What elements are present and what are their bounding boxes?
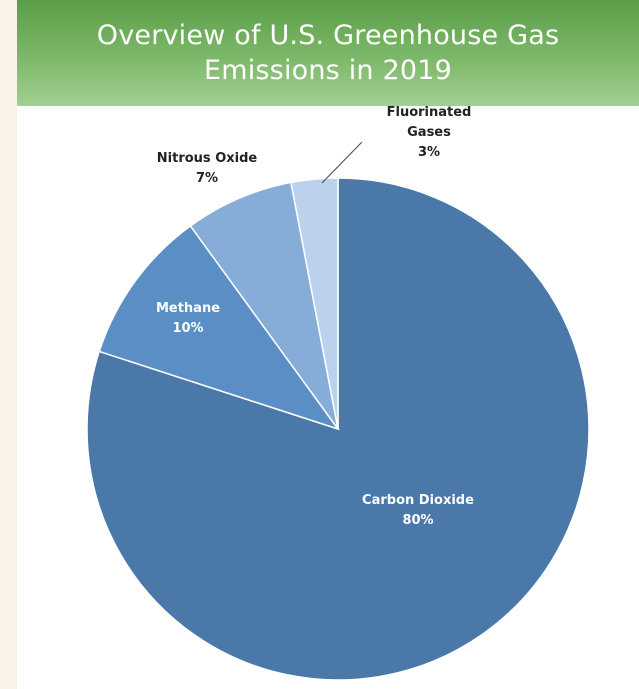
slice-value-label: 7%	[196, 171, 218, 186]
pie-slice-methane	[98, 224, 340, 431]
slice-label-methane: Methane 10%	[156, 301, 220, 336]
pie-slice-fluorinated-gases	[290, 177, 339, 430]
slice-name-line: Gases	[407, 125, 451, 140]
slice-name-line: Fluorinated	[387, 105, 472, 120]
slice-name-line: Methane	[156, 301, 220, 316]
slice-name-line: Carbon Dioxide	[362, 493, 474, 508]
leader-line	[321, 141, 363, 184]
slice-label-carbon-dioxide: Carbon Dioxide 80%	[362, 493, 474, 528]
slice-value-label: 10%	[172, 321, 203, 336]
slice-value-label: 3%	[418, 145, 440, 160]
slice-value-label: 80%	[402, 513, 433, 528]
slice-label-nitrous-oxide: Nitrous Oxide 7%	[157, 151, 258, 186]
title-banner: Overview of U.S. Greenhouse Gas Emission…	[17, 0, 639, 106]
chart-title: Overview of U.S. Greenhouse Gas Emission…	[96, 20, 560, 86]
slice-label-fluorinated-gases: Fluorinated Gases 3%	[387, 105, 472, 160]
pie-slice-nitrous-oxide	[189, 181, 339, 430]
slice-name-line: Nitrous Oxide	[157, 151, 258, 166]
